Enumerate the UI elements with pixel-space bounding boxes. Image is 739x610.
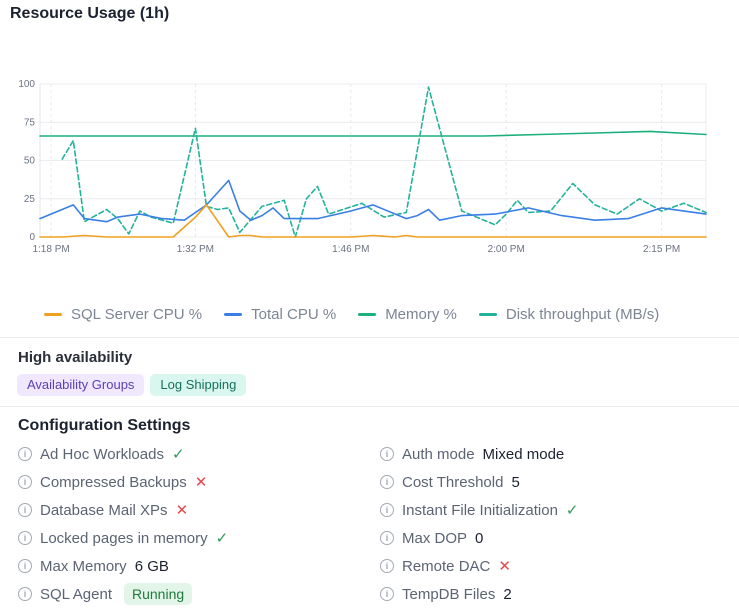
x-tick-label: 2:15 PM (643, 244, 680, 255)
config-label: Instant File Initialization (402, 501, 558, 519)
legend-label: Disk throughput (MB/s) (505, 306, 660, 323)
info-icon[interactable]: i (18, 587, 32, 601)
series-line-sql-server-cpu (39, 204, 707, 238)
legend-label: SQL Server CPU % (71, 306, 203, 323)
config-value: 5 (511, 473, 520, 491)
config-column-left: i Ad Hoc Workloads ✓ i Compressed Backup… (18, 440, 228, 608)
config-row-sql-agent: i SQL Agent Running (18, 580, 228, 608)
series-line-total-cpu (39, 179, 707, 223)
legend-item-total-cpu[interactable]: Total CPU % (224, 306, 336, 323)
config-label: Ad Hoc Workloads (40, 445, 164, 463)
config-label: Max DOP (402, 529, 468, 547)
info-icon[interactable]: i (18, 475, 32, 489)
check-icon: ✓ (171, 446, 185, 463)
config-label: Auth mode (402, 445, 475, 463)
badge-log-shipping: Log Shipping (150, 374, 247, 396)
legend-item-sql-cpu[interactable]: SQL Server CPU % (44, 306, 202, 323)
x-tick-label: 1:18 PM (32, 244, 69, 255)
panel-title: Resource Usage (1h) (10, 5, 170, 22)
config-row-tempdb-files: i TempDB Files 2 (380, 580, 579, 608)
config-row-max-dop: i Max DOP 0 (380, 524, 579, 552)
x-tick-label: 1:46 PM (332, 244, 369, 255)
legend-swatch-icon (224, 313, 243, 316)
legend-swatch-icon (44, 313, 62, 316)
x-tick-label: 1:32 PM (177, 244, 214, 255)
y-tick-label: 25 (24, 194, 36, 205)
config-row-cost-threshold: i Cost Threshold 5 (380, 468, 579, 496)
info-icon[interactable]: i (380, 447, 394, 461)
divider (0, 406, 739, 407)
config-label: SQL Agent (40, 585, 112, 603)
config-label: TempDB Files (402, 585, 496, 603)
check-icon: ✓ (215, 530, 229, 547)
y-tick-label: 100 (18, 79, 35, 90)
status-badge: Running (124, 583, 193, 605)
y-tick-label: 75 (24, 117, 36, 128)
info-icon[interactable]: i (380, 503, 394, 517)
config-value: 0 (475, 529, 484, 547)
series-line-memory (39, 130, 707, 137)
legend-label: Total CPU % (251, 306, 337, 323)
high-availability-badges: Availability Groups Log Shipping (17, 374, 247, 396)
y-tick-label: 0 (29, 232, 35, 243)
info-icon[interactable]: i (380, 475, 394, 489)
config-row-database-mail-xps: i Database Mail XPs ✕ (18, 496, 228, 524)
config-label: Max Memory (40, 557, 127, 575)
high-availability-title: High availability (18, 349, 133, 366)
config-label: Compressed Backups (40, 473, 187, 491)
config-label: Cost Threshold (402, 473, 504, 491)
series-line-disk-throughput-mb-s (61, 86, 707, 238)
config-value: Mixed mode (482, 445, 565, 463)
chart-legend: SQL Server CPU % Total CPU % Memory % Di… (44, 306, 659, 323)
config-column-right: i Auth mode Mixed mode i Cost Threshold … (380, 440, 579, 608)
config-value: 6 GB (134, 557, 169, 575)
divider (0, 337, 739, 338)
info-icon[interactable]: i (18, 503, 32, 517)
x-tick-label: 2:00 PM (488, 244, 525, 255)
info-icon[interactable]: i (380, 587, 394, 601)
info-icon[interactable]: i (380, 559, 394, 573)
config-label: Remote DAC (402, 557, 491, 575)
config-row-remote-dac: i Remote DAC ✕ (380, 552, 579, 580)
config-row-ad-hoc-workloads: i Ad Hoc Workloads ✓ (18, 440, 228, 468)
config-row-auth-mode: i Auth mode Mixed mode (380, 440, 579, 468)
y-tick-label: 50 (24, 156, 36, 167)
cross-icon: ✕ (175, 502, 189, 519)
config-row-locked-pages: i Locked pages in memory ✓ (18, 524, 228, 552)
info-icon[interactable]: i (380, 531, 394, 545)
badge-availability-groups: Availability Groups (17, 374, 145, 396)
config-value: 2 (503, 585, 512, 603)
legend-label: Memory % (385, 306, 457, 323)
legend-swatch-icon (478, 313, 497, 316)
config-row-instant-file-init: i Instant File Initialization ✓ (380, 496, 579, 524)
info-icon[interactable]: i (18, 531, 32, 545)
legend-swatch-icon (358, 313, 377, 316)
cross-icon: ✕ (498, 558, 511, 575)
info-icon[interactable]: i (18, 447, 32, 461)
check-icon: ✓ (565, 502, 579, 519)
resource-usage-chart: 0 25 50 75 100 1:18 PM 1:32 PM 1:46 PM 2:00 PM 2:… (18, 79, 707, 255)
legend-item-disk[interactable]: Disk throughput (MB/s) (478, 306, 660, 323)
config-label: Database Mail XPs (40, 501, 168, 519)
config-label: Locked pages in memory (40, 529, 208, 547)
info-icon[interactable]: i (18, 559, 32, 573)
config-row-max-memory: i Max Memory 6 GB (18, 552, 228, 580)
legend-item-memory[interactable]: Memory % (358, 306, 457, 323)
config-settings-title: Configuration Settings (18, 417, 191, 434)
config-row-compressed-backups: i Compressed Backups ✕ (18, 468, 228, 496)
cross-icon: ✕ (194, 474, 208, 491)
